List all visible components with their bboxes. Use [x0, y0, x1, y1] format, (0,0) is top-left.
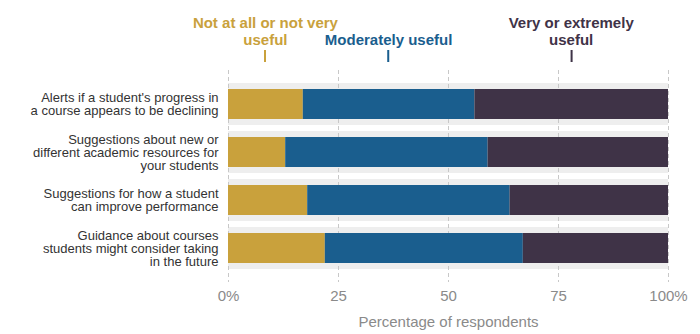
html-text:Very or extremely useful: Very or extremely useful [508, 14, 634, 48]
svg-text:Percentage of respondents: Percentage of respondents [358, 313, 538, 330]
svg-text:Suggestions about new ordiffer: Suggestions about new ordifferent academ… [33, 132, 219, 173]
svg-text:25: 25 [330, 287, 347, 304]
svg-text:Suggestions for how a studentc: Suggestions for how a studentcan improve… [44, 186, 219, 214]
svg-text:0%: 0% [218, 287, 240, 304]
html-text:Moderately useful: Moderately useful [324, 31, 453, 48]
svg-text:75: 75 [550, 287, 567, 304]
html-text:Not at all or not very useful: Not at all or not very useful [192, 14, 338, 48]
svg-text:Alerts if a student's progress: Alerts if a student's progress ina cours… [31, 90, 219, 118]
svg-text:100%: 100% [649, 287, 687, 304]
svg-text:Guidance about coursesstudents: Guidance about coursesstudents might con… [43, 228, 219, 269]
svg-text:50: 50 [440, 287, 457, 304]
